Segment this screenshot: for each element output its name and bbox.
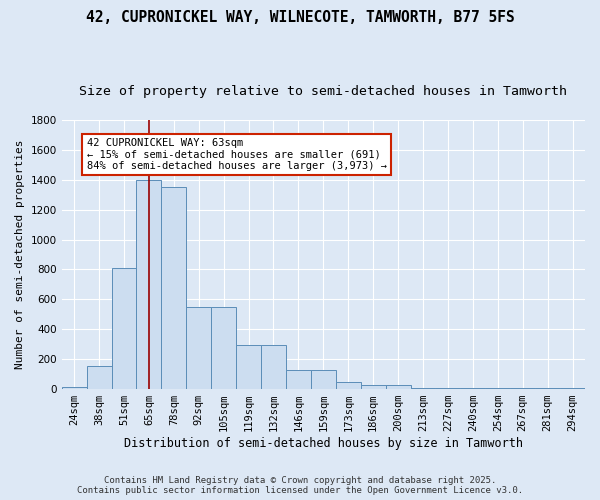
Bar xyxy=(261,345,286,389)
X-axis label: Distribution of semi-detached houses by size in Tamworth: Distribution of semi-detached houses by … xyxy=(124,437,523,450)
Title: Size of property relative to semi-detached houses in Tamworth: Size of property relative to semi-detach… xyxy=(79,85,568,98)
Bar xyxy=(311,370,336,389)
Bar xyxy=(460,388,485,389)
Bar xyxy=(86,366,112,389)
Bar xyxy=(510,388,535,389)
Bar xyxy=(186,307,211,389)
Bar xyxy=(436,388,460,389)
Text: 42 CUPRONICKEL WAY: 63sqm
← 15% of semi-detached houses are smaller (691)
84% of: 42 CUPRONICKEL WAY: 63sqm ← 15% of semi-… xyxy=(86,138,386,171)
Bar xyxy=(361,384,386,389)
Bar xyxy=(410,388,436,389)
Bar xyxy=(535,388,560,389)
Bar xyxy=(136,180,161,389)
Bar xyxy=(211,307,236,389)
Bar xyxy=(236,345,261,389)
Bar xyxy=(485,388,510,389)
Bar xyxy=(62,387,86,389)
Bar xyxy=(112,268,136,389)
Y-axis label: Number of semi-detached properties: Number of semi-detached properties xyxy=(15,140,25,370)
Bar xyxy=(386,384,410,389)
Text: 42, CUPRONICKEL WAY, WILNECOTE, TAMWORTH, B77 5FS: 42, CUPRONICKEL WAY, WILNECOTE, TAMWORTH… xyxy=(86,10,514,25)
Bar xyxy=(286,370,311,389)
Text: Contains HM Land Registry data © Crown copyright and database right 2025.
Contai: Contains HM Land Registry data © Crown c… xyxy=(77,476,523,495)
Bar xyxy=(161,188,186,389)
Bar xyxy=(560,388,585,389)
Bar xyxy=(336,382,361,389)
